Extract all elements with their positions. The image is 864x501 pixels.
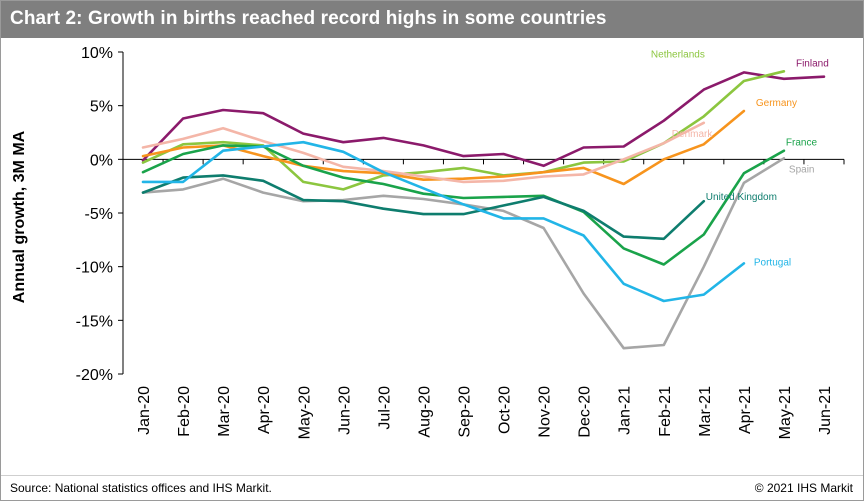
chart-header: Chart 2: Growth in births reached record… [1,1,863,38]
x-tick-label: Apr-21 [737,386,754,434]
chart-footer: Source: National statistics offices and … [1,475,863,501]
x-tick-label: May-21 [777,386,794,439]
x-tick-label: Jun-20 [336,386,353,435]
x-tick-label: Feb-21 [657,386,674,437]
series-line-finland [141,71,826,168]
y-tick-label: -20% [76,367,113,384]
series-line-portugal [141,140,746,303]
y-tick-label: -10% [76,260,113,277]
x-tick-label: Oct-20 [497,386,514,434]
y-tick-label: -15% [76,313,113,330]
series-line-spain [141,157,786,350]
series-label-denmark: Denmark [672,129,714,140]
series-line-netherlands [141,70,786,191]
x-tick-label: Jan-21 [617,386,634,435]
x-tick-label: Jan-20 [136,386,153,435]
series-label-germany: Germany [756,98,797,109]
x-tick-label: Dec-20 [577,386,594,438]
x-tick-label: Nov-20 [537,386,554,438]
chart-title: Chart 2: Growth in births reached record… [10,8,607,29]
x-tick-label: Mar-20 [216,386,233,437]
y-tick-label: 0% [90,152,113,169]
x-tick-label: Feb-20 [176,386,193,437]
series-label-finland: Finland [796,59,829,70]
series-line-france [141,144,786,266]
source-note: Source: National statistics offices and … [10,481,272,495]
copyright-note: © 2021 IHS Markit [754,481,853,495]
series-line-denmark [141,121,706,184]
x-tick-label: Mar-21 [697,386,714,437]
y-axis-title: Annual growth, 3M MA [11,130,28,303]
x-tick-label: Apr-20 [256,386,273,434]
series-label-netherlands: Netherlands [651,49,705,60]
series-label-spain: Spain [789,164,815,175]
x-tick-label: Jun-21 [817,386,834,435]
y-tick-label: -5% [85,206,113,223]
series-label-france: France [786,138,818,149]
x-tick-label: May-20 [296,386,313,439]
series-label-portugal: Portugal [754,257,791,268]
chart-series [141,70,826,350]
x-tick-label: Sep-20 [456,386,473,438]
y-tick-label: 10% [81,45,113,62]
series-line-united-kingdom [141,174,706,241]
x-tick-label: Aug-20 [416,386,433,438]
chart-axes: 10% 5% 0% -5% -10% -15% -20% Jan-20 Feb-20 Mar-20… [11,45,845,439]
series-labels: Finland Netherlands Germany Denmark France Sp… [651,49,829,268]
x-tick-label: Jul-20 [376,386,393,430]
series-label-united-kingdom: United Kingdom [706,192,777,203]
y-tick-label: 5% [90,99,113,116]
